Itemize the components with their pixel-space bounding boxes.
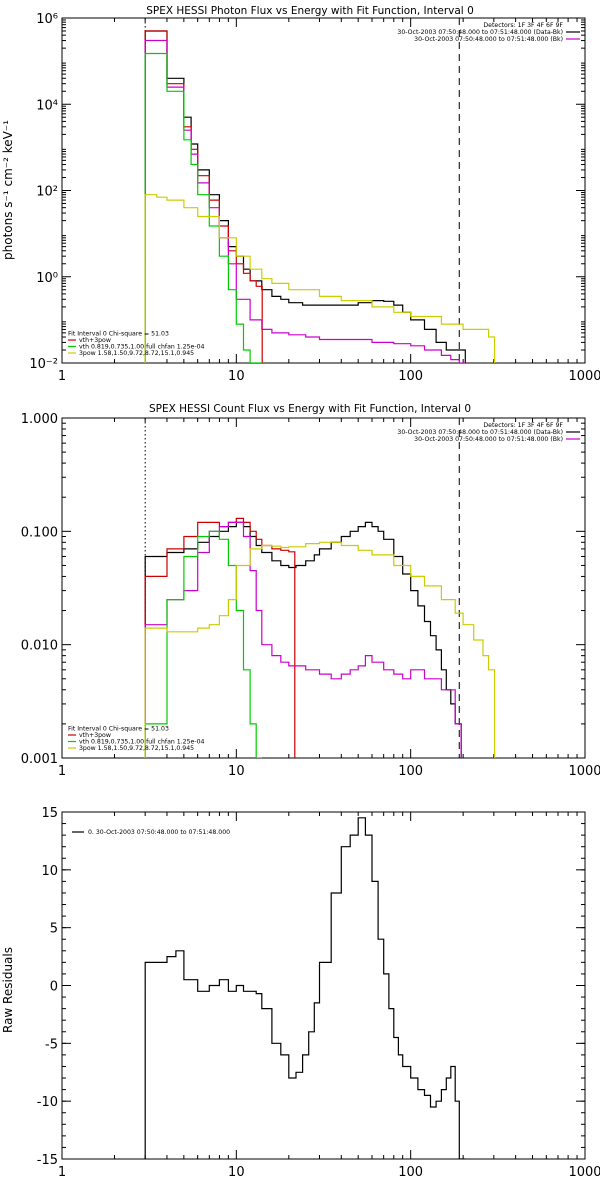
series-line (144, 521, 462, 758)
legend-entry: 30-Oct-2003 07:50:48.000 to 07:51:48.000… (397, 429, 563, 436)
legend-entry: 30-Oct-2003 07:50:48.000 to 07:51:48.000… (414, 36, 563, 43)
y-tick-label: 10⁰ (36, 271, 58, 286)
series-line (144, 194, 496, 363)
legend-entry: vth+3pow (79, 337, 111, 344)
y-tick-label: 10⁶ (36, 12, 58, 27)
series-line (144, 817, 466, 1159)
y-tick-label: 1.000 (21, 412, 58, 427)
count-flux-plot: 1 10 100 1000 0.001 0.010 0.100 1.000 Detectors:… (21, 412, 600, 779)
series-line (144, 30, 466, 363)
count-flux-title: SPEX HESSI Count Flux vs Energy with Fit… (149, 403, 471, 415)
series-line (144, 541, 496, 758)
legend-entry: vth+3pow (79, 732, 111, 739)
photon-flux-ylabel: photons s⁻¹ cm⁻² keV⁻¹ (1, 120, 15, 260)
series-line (144, 517, 296, 758)
x-tick-label: 1 (58, 764, 66, 779)
legend-entry: 3pow 1.58,1.50,9.72,8.72,15.1,0.945 (79, 350, 194, 357)
legend-entry: 0. 30-Oct-2003 07:50:48.000 to 07:51:48.… (88, 829, 230, 836)
residuals-ylabel: Raw Residuals (1, 947, 15, 1033)
series-line (144, 530, 263, 758)
y-tick-label: 0.001 (21, 752, 58, 767)
legend-entry: Fit Interval 0 Chi-square = 51.03 (68, 726, 169, 733)
photon-flux-plot: 1 10 100 1000 10⁻² 10⁰ 10² 10⁴ 10⁶ Detectors: 1F … (29, 12, 600, 384)
y-tick-label: 0.010 (21, 639, 58, 654)
photon-flux-title: SPEX HESSI Photon Flux vs Energy with Fi… (146, 5, 474, 17)
y-tick-label: -10 (37, 1095, 58, 1110)
legend-entry: vth 0.819,0.735,1.00 full chfan 1.25e-04 (79, 344, 205, 351)
y-tick-label: 10 (41, 864, 58, 879)
legend-entry: 3pow 1.58,1.50,9.72,8.72,15.1,0.945 (79, 745, 194, 752)
legend-entry: 30-Oct-2003 07:50:48.000 to 07:51:48.000… (414, 436, 563, 443)
x-tick-label: 100 (398, 1165, 423, 1180)
series-line (144, 39, 466, 363)
x-tick-label: 100 (398, 764, 423, 779)
plot-frame (61, 417, 586, 759)
series-line (144, 52, 263, 363)
x-tick-label: 1000 (568, 1165, 600, 1180)
x-tick-label: 100 (398, 369, 423, 384)
y-tick-label: 15 (41, 806, 58, 821)
legend-entry: vth 0.819,0.735,1.00 full chfan 1.25e-04 (79, 739, 205, 746)
y-tick-label: 10⁻² (29, 357, 58, 372)
x-tick-label: 10 (228, 764, 245, 779)
y-tick-label: -5 (45, 1037, 58, 1052)
x-tick-label: 1000 (568, 764, 600, 779)
x-tick-label: 1 (58, 1165, 66, 1180)
legend-entry: Detectors: 1F 3F 4F 6F 9F (483, 22, 563, 29)
x-tick-label: 1000 (568, 369, 600, 384)
y-tick-label: -15 (37, 1153, 58, 1168)
x-tick-label: 10 (228, 369, 245, 384)
y-tick-label: 5 (50, 922, 58, 937)
x-tick-label: 1 (58, 369, 66, 384)
residuals-plot: 1 10 100 1000 -15 -10 -5 0 5 10 15 0. 30-Oct-2003 0… (37, 806, 600, 1180)
legend-entry: Detectors: 1F 3F 4F 6F 9F (483, 422, 563, 429)
legend-entry: 30-Oct-2003 07:50:48.000 to 07:51:48.000… (397, 29, 563, 36)
legend-entry: Fit Interval 0 Chi-square = 51.03 (68, 331, 169, 338)
y-tick-label: 0.100 (21, 525, 58, 540)
y-tick-label: 10² (36, 185, 58, 200)
y-tick-label: 0 (50, 980, 58, 995)
series-line (144, 30, 263, 363)
y-tick-label: 10⁴ (36, 98, 58, 113)
x-tick-label: 10 (228, 1165, 245, 1180)
